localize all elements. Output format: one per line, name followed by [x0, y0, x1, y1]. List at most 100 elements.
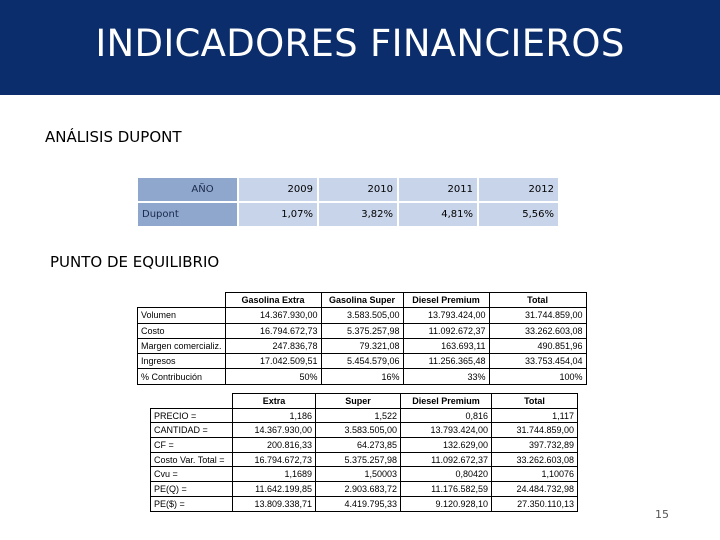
slide-header: INDICADORES FINANCIEROS	[0, 0, 720, 95]
table-cell: 0,80420	[400, 466, 492, 483]
table-cell: 5.375.257,98	[320, 322, 404, 339]
row-label: PE(Q) =	[150, 481, 233, 497]
table-cell: 1,117	[491, 407, 578, 424]
table-row: CF = 200.816,33 64.273,85 132.629,00 397.732…	[150, 437, 578, 453]
table-cell: 11.642.199,85	[232, 481, 316, 497]
row-label: Costo	[137, 322, 226, 339]
row-label: Ingresos	[137, 353, 226, 370]
table-cell: 13.793.424,00	[402, 307, 490, 324]
year-label: AÑO	[138, 178, 238, 203]
year-cell: 2012	[477, 178, 558, 203]
table-cell: 132.629,00	[400, 437, 492, 453]
table-cell: 16.794.672,73	[232, 451, 316, 468]
table-cell: 247.836,78	[224, 337, 322, 355]
table-cell: 13.809.338,71	[232, 495, 316, 512]
fuel-volume-table: Gasolina Extra Gasolina Super Diesel Pre…	[137, 291, 587, 385]
table-cell: 14.367.930,00	[224, 307, 322, 324]
table-row: PE(Q) = 11.642.199,85 2.903.683,72 11.176.5…	[150, 481, 578, 497]
table-cell: 5.454.579,06	[320, 353, 404, 370]
table-cell: 24.484.732,98	[491, 481, 578, 497]
year-cell: 2009	[237, 178, 318, 203]
year-cell: 2010	[317, 178, 398, 203]
dupont-table: AÑO 2009 2010 2011 2012 Dupont 1,07% 3,8…	[138, 178, 558, 226]
table-cell: 11.092.672,37	[400, 451, 492, 468]
row-label: Volumen	[137, 307, 226, 324]
table-cell: 64.273,85	[315, 437, 401, 453]
table-cell: 27.350.110,13	[491, 495, 578, 512]
table-cell: 16%	[320, 368, 404, 385]
table-row: Costo Var. Total = 16.794.672,73 5.375.257…	[150, 451, 578, 468]
dupont-value: 4,81%	[397, 202, 478, 226]
table-cell: 1,186	[232, 407, 316, 424]
row-label: Margen comercializ.	[137, 337, 226, 355]
column-header: Gasolina Extra	[224, 291, 322, 309]
table-row: CANTIDAD = 14.367.930,00 3.583.505,00 13.79…	[150, 422, 578, 439]
table-cell: 50%	[224, 368, 322, 385]
column-header: Diesel Premium	[402, 291, 490, 309]
table-row: PRECIO = 1,186 1,522 0,816 1,117	[150, 407, 578, 424]
table-cell: 1,10076	[491, 466, 578, 483]
row-label: CANTIDAD =	[150, 422, 233, 439]
row-label: Costo Var. Total =	[150, 451, 233, 468]
section-title-punto-equilibrio: PUNTO DE EQUILIBRIO	[50, 253, 220, 271]
column-header: Super	[315, 393, 401, 409]
column-header: Total	[491, 393, 578, 409]
header-blank	[150, 393, 233, 409]
table-cell: 13.793.424,00	[400, 422, 492, 439]
table-cell: 490.851,96	[488, 337, 587, 355]
table-cell: 3.583.505,00	[315, 422, 401, 439]
table-row: % Contribución 50% 16% 33% 100%	[137, 368, 587, 385]
table-cell: 79.321,08	[320, 337, 404, 355]
table-cell: 3.583.505,00	[320, 307, 404, 324]
table-header-row: Extra Super Diesel Premium Total	[150, 393, 578, 409]
table-cell: 1,1689	[232, 466, 316, 483]
row-label: Cvu =	[150, 466, 233, 483]
row-label: % Contribución	[137, 368, 226, 385]
break-even-table: Extra Super Diesel Premium Total PRECIO …	[150, 393, 578, 512]
table-cell: 31.744.859,00	[488, 307, 587, 324]
column-header: Extra	[232, 393, 316, 409]
table-cell: 4.419.795,33	[315, 495, 401, 512]
table-row: Cvu = 1,1689 1,50003 0,80420 1,10076	[150, 466, 578, 483]
dupont-row-label: Dupont	[138, 202, 238, 226]
table-row: Ingresos 17.042.509,51 5.454.579,06 11.256.…	[137, 353, 587, 370]
dupont-value: 5,56%	[477, 202, 558, 226]
table-cell: 2.903.683,72	[315, 481, 401, 497]
table-row: Margen comercializ. 247.836,78 79.321,08 16…	[137, 337, 587, 355]
table-cell: 17.042.509,51	[224, 353, 322, 370]
table-cell: 9.120.928,10	[400, 495, 492, 512]
dupont-value: 3,82%	[317, 202, 398, 226]
dupont-value: 1,07%	[237, 202, 318, 226]
table-cell: 14.367.930,00	[232, 422, 316, 439]
row-label: CF =	[150, 437, 233, 453]
row-label: PRECIO =	[150, 407, 233, 424]
dupont-year-row: AÑO 2009 2010 2011 2012	[138, 178, 558, 203]
table-cell: 163.693,11	[402, 337, 490, 355]
table-row: PE($) = 13.809.338,71 4.419.795,33 9.120.92…	[150, 495, 578, 512]
section-title-dupont: ANÁLISIS DUPONT	[45, 128, 182, 146]
table-cell: 33.753.454,04	[488, 353, 587, 370]
dupont-value-row: Dupont 1,07% 3,82% 4,81% 5,56%	[138, 202, 558, 226]
table-cell: 200.816,33	[232, 437, 316, 453]
table-row: Volumen 14.367.930,00 3.583.505,00 13.793.4…	[137, 307, 587, 324]
table-row: Costo 16.794.672,73 5.375.257,98 11.092.672…	[137, 322, 587, 339]
table-cell: 1,50003	[315, 466, 401, 483]
table-cell: 11.256.365,48	[402, 353, 490, 370]
table-cell: 33.262.603,08	[488, 322, 587, 339]
slide-title: INDICADORES FINANCIEROS	[95, 22, 625, 65]
table-cell: 31.744.859,00	[491, 422, 578, 439]
year-cell: 2011	[397, 178, 478, 203]
column-header: Total	[488, 291, 587, 309]
table-cell: 16.794.672,73	[224, 322, 322, 339]
table-cell: 11.176.582,59	[400, 481, 492, 497]
table-cell: 5.375.257,98	[315, 451, 401, 468]
table-cell: 33%	[402, 368, 490, 385]
table-cell: 397.732,89	[491, 437, 578, 453]
table-header-row: Gasolina Extra Gasolina Super Diesel Pre…	[137, 291, 587, 309]
table-cell: 100%	[488, 368, 587, 385]
column-header: Gasolina Super	[320, 291, 404, 309]
table-cell: 1,522	[315, 407, 401, 424]
row-label: PE($) =	[150, 495, 233, 512]
header-blank	[137, 292, 226, 309]
table-cell: 11.092.672,37	[402, 322, 490, 339]
